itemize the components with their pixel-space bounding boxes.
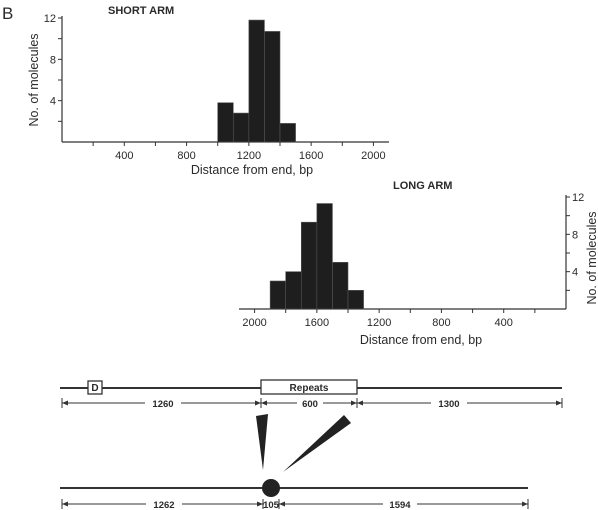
x-tick-label: 1600 xyxy=(305,317,329,329)
histogram-bar xyxy=(285,271,302,310)
chromosome-diagram: D Repeats 1260 600 1300 xyxy=(60,379,563,510)
histogram-bar xyxy=(347,290,364,310)
x-axis-label: Distance from end, bp xyxy=(360,333,482,347)
top-segment-3: 1300 xyxy=(438,399,459,410)
inserted-element-dot xyxy=(262,479,280,497)
short-arm-histogram: 400 800 1200 1600 2000 4 8 12 SHORT ARM Distance … xyxy=(27,5,389,177)
y-tick-label: 4 xyxy=(50,96,56,108)
histogram-bar xyxy=(279,123,296,143)
mask xyxy=(383,498,417,510)
chart-title: LONG ARM xyxy=(393,180,452,192)
mask xyxy=(297,397,323,409)
histogram-bar xyxy=(300,221,318,310)
x-tick-label: 2000 xyxy=(361,150,385,162)
mask xyxy=(264,498,278,510)
x-tick-label: 1200 xyxy=(367,317,391,329)
histogram-bar xyxy=(217,102,234,143)
y-tick-label: 8 xyxy=(50,54,56,66)
chart-title: SHORT ARM xyxy=(108,5,174,17)
bottom-segment-2: 105 xyxy=(263,500,280,510)
y-axis-label: No. of molecules xyxy=(27,33,41,126)
x-tick-label: 400 xyxy=(495,317,513,329)
x-tick-label: 2000 xyxy=(242,317,266,329)
mask xyxy=(146,498,182,510)
long-arm-histogram: 2000 1600 1200 800 400 4 8 12 LONG ARM Distance f… xyxy=(239,180,598,347)
x-tick-label: 1600 xyxy=(299,150,323,162)
y-tick-label: 12 xyxy=(44,13,56,25)
y-tick-label: 8 xyxy=(572,229,578,241)
y-tick-label: 4 xyxy=(572,267,578,279)
histogram-bar xyxy=(248,19,265,143)
histogram-bar xyxy=(332,262,349,310)
top-dimension-arrows xyxy=(62,400,562,406)
mask xyxy=(431,397,467,409)
box-d-label: D xyxy=(91,383,98,394)
bottom-segment-1: 1262 xyxy=(153,500,174,510)
histogram-bar xyxy=(316,203,333,310)
bottom-dimension-line xyxy=(61,499,529,509)
x-axis-label: Distance from end, bp xyxy=(191,163,313,177)
histogram-bar xyxy=(264,31,281,143)
y-axis-label: No. of molecules xyxy=(585,211,598,304)
repeats-label: Repeats xyxy=(290,383,329,394)
repeats-box xyxy=(260,379,358,395)
mask xyxy=(145,397,181,409)
x-tick-label: 1200 xyxy=(237,150,261,162)
wedge-right xyxy=(283,415,351,472)
histogram-bar xyxy=(269,280,287,310)
top-segment-1: 1260 xyxy=(152,399,173,410)
histogram-bar xyxy=(232,112,250,143)
panel-label: B xyxy=(2,4,13,23)
box-d xyxy=(87,380,103,395)
x-tick-label: 800 xyxy=(177,150,195,162)
top-segment-2: 600 xyxy=(302,399,318,410)
x-tick-label: 800 xyxy=(432,317,450,329)
bottom-segment-3: 1594 xyxy=(389,500,411,510)
bottom-dimension-arrows xyxy=(62,501,528,507)
wedge-left xyxy=(256,414,268,470)
y-tick-label: 12 xyxy=(572,192,584,204)
x-tick-label: 400 xyxy=(115,150,133,162)
